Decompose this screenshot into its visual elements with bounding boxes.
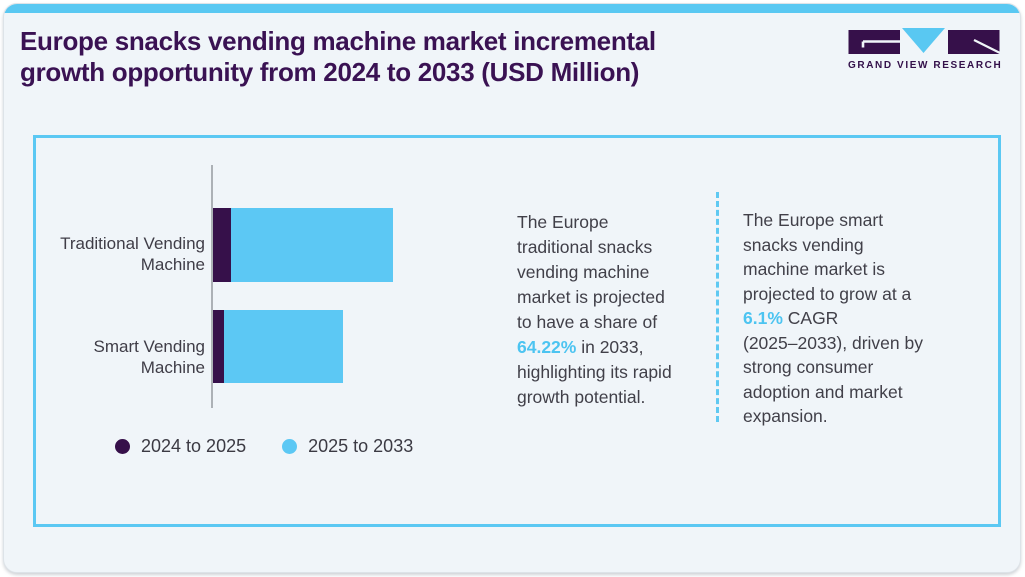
page-card — [3, 3, 1021, 573]
dashed-divider — [716, 192, 719, 422]
highlight-share-value: 64.22% — [517, 337, 577, 357]
page-title-line1: Europe snacks vending machine market inc… — [20, 26, 656, 56]
gvr-v-icon — [902, 28, 945, 53]
category-label-smart: Smart Vending Machine — [93, 337, 205, 377]
top-accent-bar — [4, 4, 1020, 13]
bar-segment-traditional-2025-2033 — [231, 208, 393, 282]
bar-segment-smart-2025-2033 — [224, 310, 343, 383]
legend-label-2024-2025: 2024 to 2025 — [141, 436, 247, 456]
bar-group-smart — [213, 310, 343, 383]
gvr-r-icon — [948, 30, 1000, 54]
category-label-traditional: Traditional Vending Machine — [60, 234, 205, 274]
bar-group-traditional — [213, 208, 393, 282]
insight-traditional: The Europe traditional snacks vending ma… — [517, 212, 672, 407]
legend-item-2024-2025: 2024 to 2025 — [115, 436, 246, 457]
bar-segment-smart-2024-2025 — [213, 310, 224, 383]
insight-smart: The Europe smart snacks vending machine … — [743, 210, 923, 426]
gvr-logo-icon — [848, 28, 1000, 54]
page-title-line2: growth opportunity from 2024 to 2033 (US… — [20, 57, 640, 87]
chart-panel — [33, 135, 1001, 527]
bar-segment-traditional-2024-2025 — [213, 208, 231, 282]
legend-dot-2024-2025-icon — [115, 439, 130, 454]
legend: 2024 to 2025 2025 to 2033 — [115, 436, 413, 457]
brand-logo: GRAND VIEW RESEARCH — [848, 28, 1003, 71]
chart-axis-line — [211, 165, 213, 408]
brand-name: GRAND VIEW RESEARCH — [848, 60, 1003, 71]
page-title: Europe snacks vending machine market inc… — [20, 26, 656, 88]
highlight-cagr-value: 6.1% — [743, 308, 783, 328]
legend-dot-2025-2033-icon — [282, 439, 298, 454]
legend-label-2025-2033: 2025 to 2033 — [308, 436, 414, 456]
legend-item-2025-2033: 2025 to 2033 — [282, 436, 413, 457]
